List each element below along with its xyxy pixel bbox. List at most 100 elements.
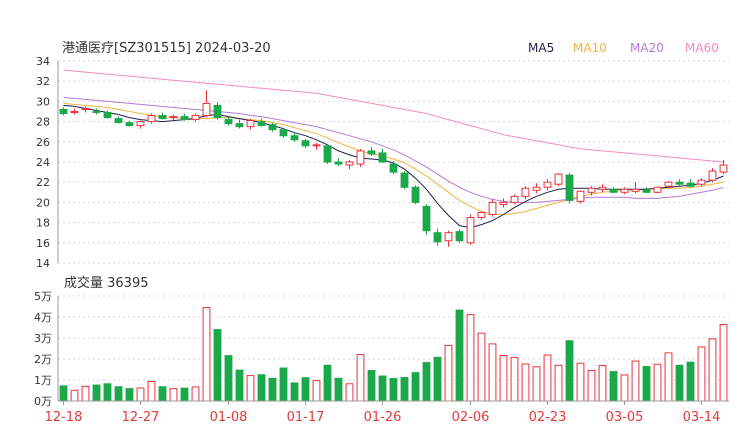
volume-bar — [158, 386, 167, 402]
candle — [235, 119, 244, 129]
volume-bar — [367, 370, 376, 402]
candle-body-down — [686, 182, 695, 187]
candle — [686, 179, 695, 188]
candle-body-up — [543, 181, 552, 188]
candle — [444, 230, 453, 247]
legend-ma20: MA20 — [630, 41, 664, 55]
candle-body-down — [301, 140, 310, 147]
price-tick-label: 16 — [36, 237, 50, 250]
candle — [400, 171, 409, 190]
candle — [334, 157, 343, 167]
candlestick-series — [59, 90, 728, 247]
price-grid — [58, 60, 729, 264]
price-tick-label: 14 — [36, 257, 50, 270]
candle — [70, 108, 79, 115]
volume-bar — [257, 374, 266, 402]
candle-body-down — [279, 129, 288, 137]
volume-bar — [180, 387, 189, 402]
volume-bar — [719, 324, 728, 402]
candle — [477, 211, 486, 220]
volume-bar — [642, 366, 651, 402]
price-tick-label: 26 — [36, 136, 50, 149]
candle — [554, 173, 563, 187]
volume-bar — [147, 380, 156, 402]
candle — [301, 138, 310, 148]
price-tick-label: 18 — [36, 217, 50, 230]
candle — [169, 114, 178, 121]
candle — [290, 132, 299, 142]
candle — [147, 113, 156, 124]
volume-bar — [477, 332, 486, 402]
price-axis: 14 16 18 20 22 24 26 28 30 32 34 — [36, 55, 59, 270]
candle — [642, 187, 651, 194]
candle-body-down — [224, 119, 233, 125]
volume-bar — [444, 344, 453, 402]
volume-axis: 0万 1万 2万 3万 4万 5万 — [34, 290, 59, 408]
price-tick-label: 20 — [36, 196, 50, 209]
volume-bar — [224, 355, 233, 402]
volume-bar — [345, 383, 354, 402]
volume-bar — [521, 363, 530, 402]
ma20-line — [63, 96, 724, 203]
volume-bar — [411, 372, 420, 402]
volume-bar — [191, 386, 200, 402]
candle-body-up — [708, 170, 717, 181]
candle-body-up — [499, 201, 508, 205]
candle-body-down — [433, 232, 442, 243]
candle-body-down — [389, 163, 398, 173]
candle-body-up — [444, 232, 453, 242]
volume-bar — [598, 365, 607, 402]
candle — [455, 229, 464, 243]
candle-body-down — [290, 135, 299, 141]
candle-body-down — [455, 231, 464, 242]
candle-body-up — [345, 161, 354, 166]
volume-tick-label: 2万 — [34, 353, 52, 366]
candle — [609, 187, 618, 194]
price-tick-label: 28 — [36, 116, 50, 129]
candle — [224, 116, 233, 126]
volume-bar — [125, 388, 134, 402]
candle-body-up — [466, 217, 475, 244]
candle — [664, 181, 673, 189]
volume-bar — [356, 354, 365, 402]
candle-body-up — [576, 190, 585, 202]
candle — [367, 146, 376, 156]
volume-bar — [378, 375, 387, 402]
volume-bar — [620, 374, 629, 402]
candle-body-up — [81, 107, 90, 110]
candle-body-up — [191, 115, 200, 121]
candle — [675, 179, 684, 187]
volume-bar — [92, 384, 101, 402]
candle-body-up — [510, 195, 519, 203]
volume-bar — [510, 357, 519, 402]
candle-body-down — [158, 115, 167, 120]
candle-body-up — [532, 186, 541, 191]
legend-ma5: MA5 — [528, 41, 554, 55]
volume-bar — [202, 307, 211, 402]
volume-bar — [169, 388, 178, 402]
candle — [279, 127, 288, 138]
volume-bar — [235, 369, 244, 402]
candle — [697, 178, 706, 187]
date-tick-label: 12-27 — [122, 410, 160, 425]
candle-body-up — [477, 212, 486, 219]
candle — [620, 187, 629, 195]
volume-bar — [554, 364, 563, 402]
candle — [246, 118, 255, 130]
volume-bar — [389, 378, 398, 402]
candle — [59, 107, 68, 116]
volume-bar — [631, 360, 640, 402]
candle — [202, 90, 211, 118]
candle-body-up — [620, 188, 629, 193]
volume-bar — [532, 366, 541, 402]
volume-bar — [70, 389, 79, 402]
candle-body-up — [169, 116, 178, 119]
volume-bar — [466, 314, 475, 402]
volume-tick-label: 0万 — [34, 395, 52, 408]
volume-bar — [323, 364, 332, 402]
candle — [708, 168, 717, 183]
date-tick-label: 03-14 — [683, 410, 721, 425]
date-tick-label: 02-23 — [529, 410, 567, 425]
legend-ma10: MA10 — [573, 41, 607, 55]
candle — [257, 118, 266, 127]
